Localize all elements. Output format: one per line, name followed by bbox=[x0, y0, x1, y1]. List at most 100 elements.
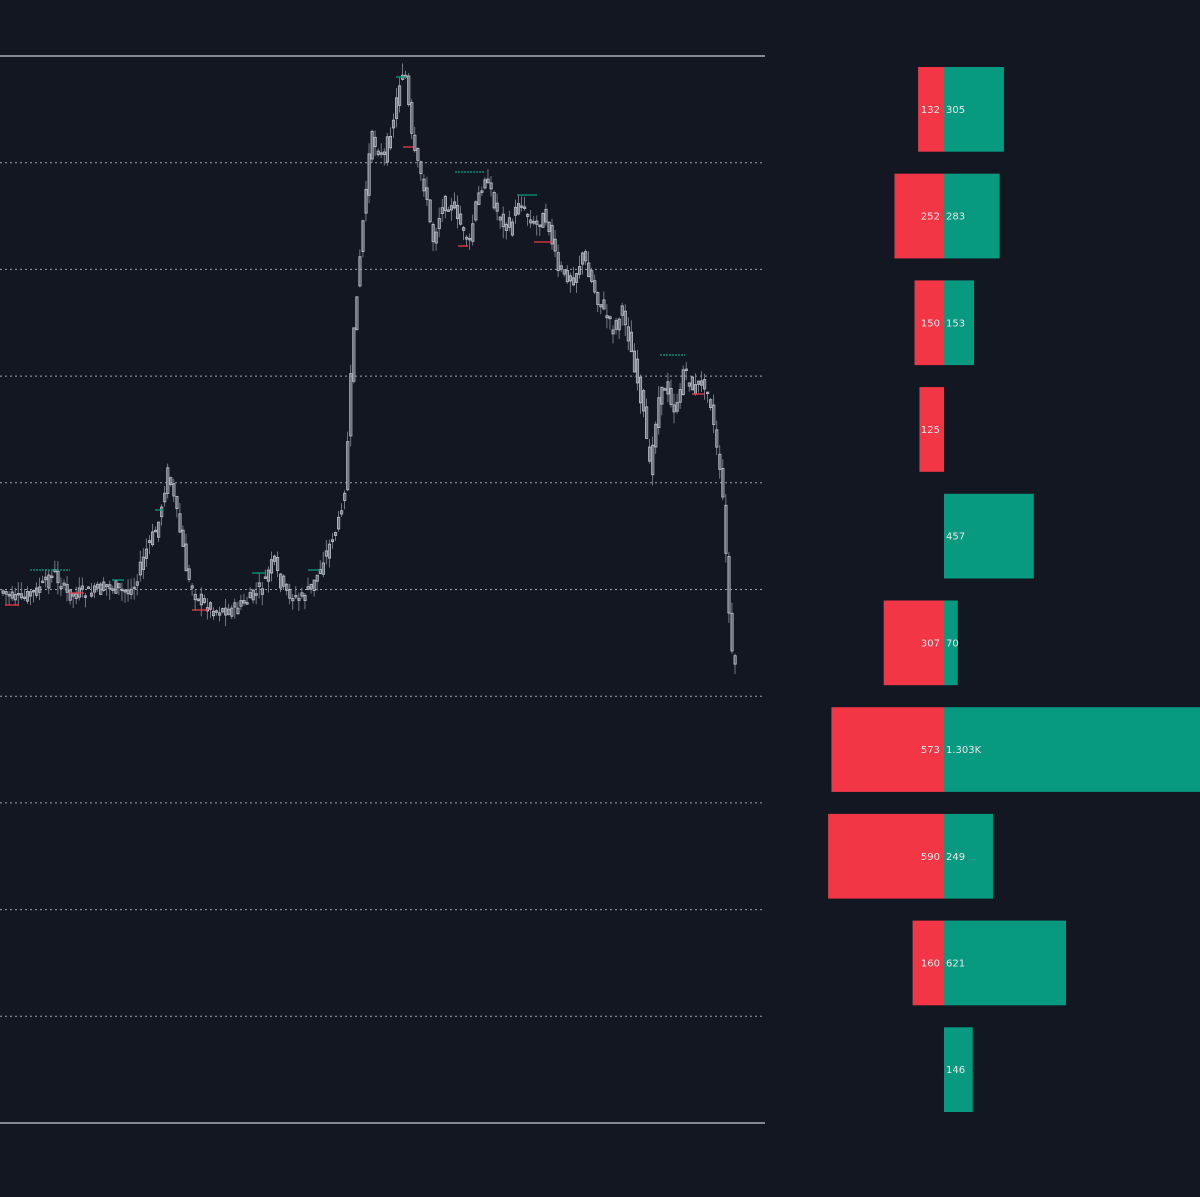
sell-volume-label: 307 bbox=[921, 638, 940, 649]
candle-body bbox=[32, 590, 36, 593]
candle-body bbox=[245, 602, 249, 605]
candle-body bbox=[574, 273, 579, 283]
sell-volume-bar bbox=[883, 600, 944, 686]
sell-volume-label: 132 bbox=[921, 105, 940, 116]
candle-body bbox=[71, 593, 75, 597]
candle-body bbox=[419, 161, 423, 175]
candle-body bbox=[346, 441, 350, 491]
sell-volume-bar bbox=[831, 707, 944, 792]
candle-body bbox=[483, 179, 487, 189]
candle-body bbox=[340, 510, 344, 515]
candle-body bbox=[89, 592, 94, 597]
candle-body bbox=[520, 205, 524, 208]
candle-body bbox=[181, 529, 185, 547]
candle-body bbox=[83, 595, 87, 598]
candle-body bbox=[38, 586, 42, 593]
candle-body bbox=[449, 205, 454, 211]
candle-body bbox=[260, 588, 264, 595]
candle-body bbox=[684, 368, 688, 372]
candle-body bbox=[489, 182, 493, 190]
candle-body bbox=[425, 187, 429, 200]
buy-volume-label: 70 bbox=[946, 638, 959, 649]
buy-volume-bar bbox=[944, 920, 1067, 1006]
buy-volume-bar bbox=[944, 67, 1004, 152]
buy-volume-bar bbox=[944, 707, 1200, 792]
candle-body bbox=[309, 583, 313, 589]
candle-body bbox=[96, 583, 100, 589]
candle-body bbox=[263, 576, 267, 579]
candle-body bbox=[184, 543, 188, 572]
candle-body bbox=[257, 582, 261, 587]
candle-body bbox=[474, 201, 478, 221]
candle-body bbox=[620, 305, 624, 316]
candle-body bbox=[550, 224, 554, 245]
candle-body bbox=[10, 591, 14, 599]
candle-body bbox=[562, 269, 566, 275]
candle-body bbox=[343, 492, 347, 502]
candle-body bbox=[324, 550, 328, 557]
candle-body bbox=[538, 224, 542, 227]
sell-volume-label: 590 bbox=[921, 852, 940, 863]
candle-body bbox=[547, 221, 551, 233]
candle-body bbox=[294, 595, 298, 598]
candle-body bbox=[199, 593, 203, 606]
candle-body bbox=[623, 310, 627, 326]
candle-body bbox=[248, 592, 252, 599]
candle-body bbox=[446, 209, 450, 212]
candle-body bbox=[727, 556, 731, 614]
candle-body bbox=[663, 388, 667, 391]
buy-volume-label: 457 bbox=[946, 532, 965, 543]
candle-body bbox=[544, 208, 548, 223]
candle-body bbox=[138, 561, 142, 576]
candle-body bbox=[233, 602, 237, 608]
sell-volume-bar bbox=[919, 387, 944, 472]
candle-body bbox=[154, 529, 158, 533]
candle-body bbox=[541, 213, 545, 228]
candle-body bbox=[236, 607, 240, 615]
candle-body bbox=[50, 575, 54, 579]
candle-body bbox=[22, 596, 27, 599]
candle-body bbox=[724, 504, 728, 554]
candle-body bbox=[581, 252, 585, 265]
candle-body bbox=[651, 444, 655, 476]
sell-volume-bar bbox=[914, 280, 944, 366]
buy-volume-bar bbox=[944, 280, 975, 366]
candle-body bbox=[571, 277, 575, 286]
candle-body bbox=[559, 265, 563, 270]
candle-body bbox=[687, 382, 691, 387]
candle-body bbox=[617, 318, 621, 331]
candle-body bbox=[373, 136, 377, 148]
candle-body bbox=[721, 468, 725, 498]
candle-body bbox=[269, 559, 274, 574]
candle-body bbox=[495, 202, 499, 212]
candle-body bbox=[456, 204, 460, 220]
candle-body bbox=[477, 192, 481, 205]
candle-body bbox=[605, 315, 609, 319]
candle-body bbox=[239, 600, 243, 607]
candle-body bbox=[367, 153, 371, 196]
candle-body bbox=[593, 280, 597, 293]
candle-body bbox=[218, 612, 222, 616]
candle-body bbox=[276, 556, 280, 572]
candle-body bbox=[645, 406, 649, 439]
candle-body bbox=[74, 593, 78, 599]
candle-body bbox=[642, 390, 646, 412]
candle-body bbox=[80, 585, 84, 590]
candle-body bbox=[376, 150, 380, 156]
buy-volume-bar bbox=[944, 813, 993, 899]
sell-volume-label: 160 bbox=[921, 958, 940, 969]
candle-body bbox=[471, 223, 475, 242]
candle-body bbox=[224, 607, 228, 616]
candle-body bbox=[211, 610, 216, 617]
candle-body bbox=[733, 655, 737, 665]
candle-body bbox=[407, 75, 411, 106]
candle-body bbox=[221, 608, 225, 613]
candle-body bbox=[312, 579, 316, 591]
candle-body bbox=[452, 201, 457, 209]
candle-body bbox=[166, 467, 170, 494]
buy-volume-label: 249 bbox=[946, 852, 965, 863]
candle-body bbox=[706, 391, 710, 395]
candle-body bbox=[178, 513, 182, 533]
candle-body bbox=[330, 539, 335, 543]
